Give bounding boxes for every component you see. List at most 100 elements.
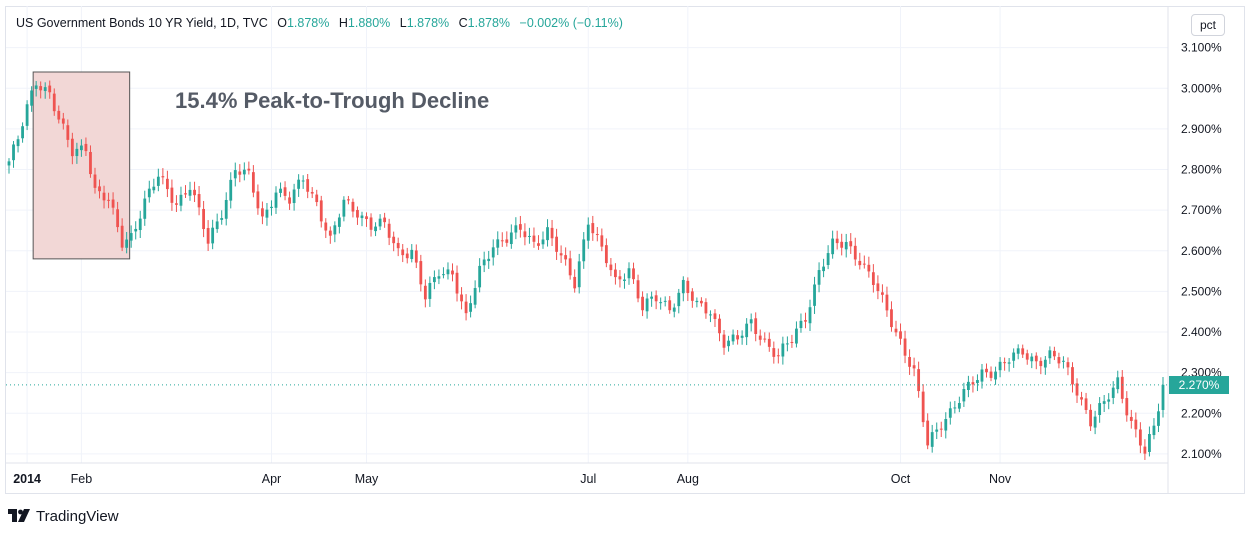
candle xyxy=(528,227,531,244)
candle xyxy=(586,217,590,249)
candle xyxy=(871,264,875,293)
candle xyxy=(577,253,581,294)
candle xyxy=(1075,378,1079,403)
candle xyxy=(279,182,282,198)
x-tick-label: Aug xyxy=(677,472,699,486)
candle xyxy=(826,245,830,270)
candle xyxy=(555,228,558,260)
candle xyxy=(333,221,337,243)
candle xyxy=(270,200,273,216)
candle xyxy=(926,413,930,450)
candle xyxy=(7,158,11,174)
candle xyxy=(1093,410,1097,435)
ohlc-legend: US Government Bonds 10 YR Yield, 1D, TVC… xyxy=(16,16,623,30)
candle xyxy=(396,237,400,257)
candle xyxy=(1089,404,1092,431)
candle xyxy=(668,296,672,314)
candle xyxy=(374,222,377,237)
candle xyxy=(170,179,174,211)
candle xyxy=(1152,418,1156,440)
candle xyxy=(772,341,776,364)
candle xyxy=(414,244,418,269)
candle xyxy=(206,220,210,251)
candle xyxy=(211,219,215,250)
candle xyxy=(731,329,735,345)
candle xyxy=(1021,344,1025,358)
y-tick-label: 3.000% xyxy=(1181,81,1222,95)
candle xyxy=(401,244,405,263)
candle xyxy=(736,329,740,345)
candle xyxy=(745,318,749,346)
close-label: C xyxy=(458,16,468,30)
candle xyxy=(242,162,246,181)
candle xyxy=(1066,357,1070,376)
candle xyxy=(546,219,549,247)
candle xyxy=(781,336,785,365)
candle xyxy=(1134,412,1138,438)
footer[interactable]: TradingView xyxy=(8,505,119,527)
candle xyxy=(478,258,482,293)
low-value: 1.878% xyxy=(406,16,450,30)
y-tick-label: 2.900% xyxy=(1181,122,1222,136)
candle xyxy=(238,164,242,183)
candle xyxy=(908,349,911,375)
candle xyxy=(469,295,473,318)
candle xyxy=(34,81,38,97)
candle xyxy=(641,291,644,317)
candle xyxy=(30,86,34,112)
candle xyxy=(609,258,613,277)
candle xyxy=(261,201,264,225)
candle xyxy=(1057,352,1061,369)
candle xyxy=(215,213,219,233)
candle xyxy=(464,294,468,321)
candle xyxy=(455,265,459,302)
candle xyxy=(265,203,269,226)
candle xyxy=(143,190,147,226)
scale-mode-button[interactable]: pct xyxy=(1191,14,1225,36)
candle xyxy=(1102,395,1106,413)
candle xyxy=(80,139,83,157)
candle xyxy=(1043,356,1047,375)
candle xyxy=(853,237,857,266)
candle xyxy=(831,230,835,259)
candle xyxy=(437,269,441,285)
candle xyxy=(1116,370,1120,394)
candle xyxy=(93,167,97,194)
candle xyxy=(197,185,201,216)
candle xyxy=(75,142,79,164)
candle xyxy=(256,184,260,215)
candle xyxy=(120,218,124,252)
candle xyxy=(229,172,233,209)
y-tick-label: 2.700% xyxy=(1181,203,1222,217)
candle xyxy=(1120,370,1124,404)
candle xyxy=(822,258,825,278)
candle xyxy=(899,323,902,345)
candle xyxy=(315,189,319,207)
candle xyxy=(405,247,409,264)
open-label: O xyxy=(277,16,287,30)
candle xyxy=(817,262,821,293)
candle xyxy=(43,82,47,99)
candle xyxy=(460,287,463,310)
candle xyxy=(356,206,359,225)
candle xyxy=(763,332,767,343)
candle xyxy=(1048,346,1052,364)
candle xyxy=(387,218,391,246)
candle xyxy=(645,293,649,319)
x-tick-label: Feb xyxy=(71,472,93,486)
candle xyxy=(790,334,794,348)
candle xyxy=(175,195,178,213)
candle xyxy=(713,309,717,327)
candle xyxy=(627,262,631,285)
candle xyxy=(523,223,527,246)
candle xyxy=(342,196,346,222)
candle xyxy=(147,180,151,203)
candle xyxy=(306,174,310,199)
candle xyxy=(650,291,654,307)
candle xyxy=(532,227,536,248)
candle xyxy=(758,329,762,346)
candlestick-chart[interactable]: 3.100% 3.000% 2.900% 2.800% 2.700% 2.600% 2.50… xyxy=(0,0,1250,500)
candle xyxy=(537,235,540,250)
candle xyxy=(500,232,504,247)
candle xyxy=(550,219,554,246)
